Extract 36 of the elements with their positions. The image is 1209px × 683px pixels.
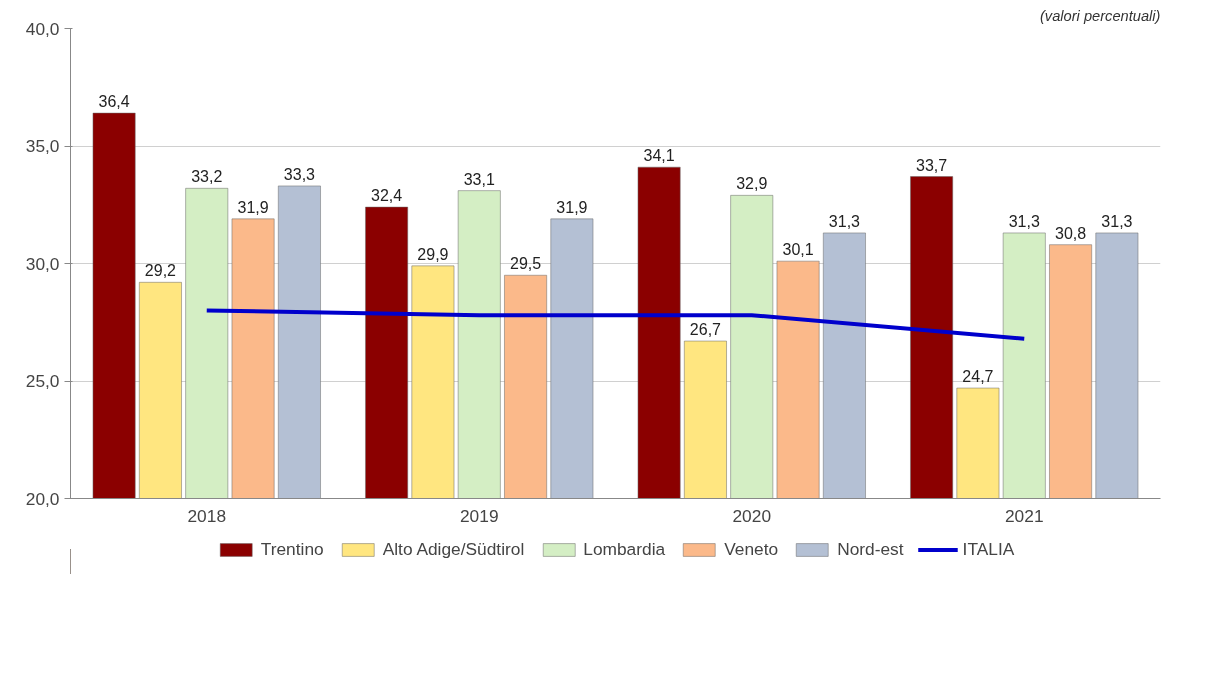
data-label: 33,7 — [916, 156, 948, 174]
data-label: 31,3 — [1101, 212, 1133, 230]
data-label: 32,9 — [736, 175, 768, 193]
x-tick-label: 2019 — [459, 505, 499, 526]
legend-label: Lombardia — [583, 538, 666, 560]
legend-label: ITALIA — [962, 538, 1015, 560]
data-label: 29,2 — [144, 262, 177, 280]
legend-label: Alto Adige/Südtirol — [382, 538, 525, 560]
legend-label: Nord-est — [837, 538, 904, 560]
y-tick-label: 40,0 — [25, 18, 60, 39]
x-tick-label: 2018 — [187, 505, 227, 526]
data-label: 36,4 — [98, 93, 130, 111]
data-label: 31,9 — [237, 198, 269, 216]
x-tick-label: 2020 — [732, 505, 772, 526]
data-label: 29,9 — [417, 245, 449, 263]
data-label: 33,2 — [191, 168, 223, 186]
data-label: 33,3 — [283, 165, 316, 183]
data-label: 26,7 — [689, 321, 722, 339]
data-label: 30,1 — [782, 241, 814, 259]
y-tick-label: 30,0 — [25, 253, 60, 274]
data-label: 31,3 — [1008, 212, 1040, 230]
x-tick-label: 2021 — [1004, 505, 1044, 526]
data-label: 31,3 — [828, 212, 861, 230]
text: (valori percentuali) — [1039, 7, 1161, 24]
data-label: 32,4 — [371, 187, 403, 205]
data-label: 29,5 — [510, 255, 542, 273]
data-label: 31,9 — [556, 198, 588, 216]
y-tick-label: 35,0 — [25, 136, 60, 156]
legend-label: Trentino — [260, 538, 324, 560]
y-tick-label: 20,0 — [25, 488, 60, 509]
y-tick-label: 25,0 — [25, 371, 60, 391]
data-label: 33,1 — [463, 170, 495, 188]
data-label: 34,1 — [643, 147, 675, 165]
data-label: 24,7 — [962, 368, 994, 386]
legend-label: Veneto — [724, 538, 779, 560]
data-label: 30,8 — [1055, 224, 1087, 242]
